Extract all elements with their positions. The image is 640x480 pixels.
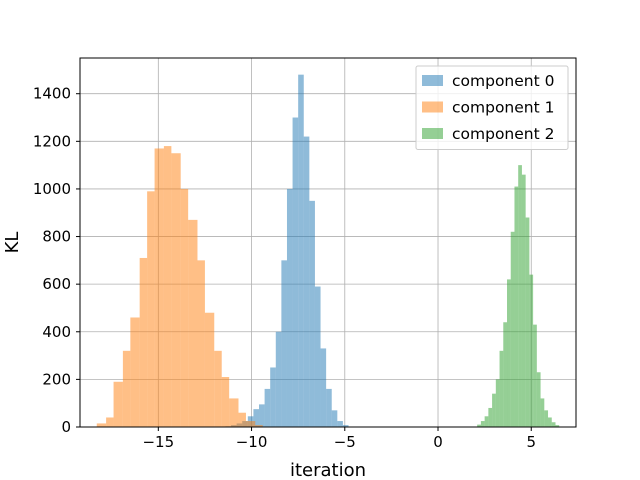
legend-swatch <box>422 128 443 139</box>
histogram-bar <box>484 416 489 427</box>
histogram-bar <box>171 153 181 428</box>
histogram-bar <box>488 407 493 427</box>
x-tick-label: −10 <box>236 433 268 451</box>
histogram-bar <box>286 188 293 427</box>
histogram-bar <box>536 372 541 427</box>
histogram-bar <box>275 331 282 427</box>
y-tick-label: 1000 <box>33 180 71 198</box>
histogram-bar <box>555 425 560 427</box>
histogram-bar <box>309 200 315 427</box>
histogram-bar <box>298 74 304 427</box>
histogram-bar <box>113 381 123 427</box>
histogram-bar <box>214 350 222 427</box>
histogram-bar <box>492 393 496 427</box>
y-tick-label: 1200 <box>33 132 71 150</box>
histogram-bar <box>204 312 215 427</box>
legend-swatch <box>422 101 443 113</box>
histogram-bar <box>503 322 508 427</box>
histogram-bar <box>314 286 321 427</box>
histogram-bar <box>238 412 246 427</box>
histogram-bar <box>540 398 545 427</box>
histogram-bar <box>529 274 534 427</box>
histogram-bar <box>331 410 338 427</box>
y-tick-label: 600 <box>42 275 71 293</box>
histogram-bars <box>96 74 560 428</box>
histogram-bar <box>507 279 511 427</box>
legend-label: component 1 <box>452 99 554 117</box>
histogram-bar <box>245 421 256 427</box>
histogram-bar <box>521 174 526 427</box>
legend-label: component 0 <box>452 72 554 90</box>
histogram-bar <box>337 421 343 427</box>
histogram-bar <box>221 377 230 427</box>
histogram-bar <box>229 398 239 427</box>
histogram-bar <box>259 404 265 427</box>
histogram-bar <box>518 165 522 427</box>
histogram-bar <box>477 424 481 427</box>
histogram-bar <box>122 350 131 427</box>
y-tick-label: 0 <box>61 418 71 436</box>
x-axis-label: iteration <box>290 460 366 480</box>
legend: component 0 component 1 component 2 <box>415 65 569 150</box>
histogram-bar <box>342 425 349 427</box>
histogram-bar <box>495 379 500 427</box>
histogram-bar <box>154 148 164 427</box>
histogram-bar <box>106 417 114 427</box>
legend-swatch <box>422 75 443 86</box>
x-tick-label: −5 <box>334 433 356 451</box>
y-tick-label: 1400 <box>33 85 71 103</box>
histogram-bar <box>514 186 519 427</box>
histogram-bar <box>533 324 537 427</box>
x-tick-label: 0 <box>433 433 443 451</box>
y-tick-label: 400 <box>42 323 71 341</box>
histogram-bar <box>264 388 271 427</box>
histogram-bar <box>303 136 310 427</box>
histogram-bar <box>326 388 332 427</box>
histogram-bar <box>548 417 552 427</box>
histogram-bar <box>188 219 198 427</box>
histogram-bar <box>197 260 205 427</box>
legend-label: component 2 <box>452 125 554 143</box>
histogram-bar <box>480 421 485 427</box>
histogram-bar <box>551 422 556 427</box>
histogram-bar <box>255 425 263 427</box>
histogram-bar <box>292 117 299 428</box>
histogram-bar <box>180 188 189 427</box>
x-tick-label: −15 <box>142 433 174 451</box>
histogram-bar <box>163 146 172 427</box>
histogram-bar <box>544 410 549 427</box>
y-tick-label: 200 <box>42 370 71 388</box>
y-tick-label: 800 <box>42 228 71 246</box>
x-tick-label: 5 <box>526 433 536 451</box>
histogram-bar <box>130 317 140 427</box>
histogram-bar <box>96 423 107 427</box>
plot-frame <box>79 57 577 428</box>
legend-box <box>415 65 569 150</box>
histogram-bar <box>320 348 327 427</box>
histogram-bar <box>253 409 259 427</box>
histogram-bar <box>281 260 287 427</box>
histogram-bar <box>510 231 515 427</box>
histogram-bar <box>147 191 155 427</box>
axis-ticks: −15 −10 −5 0 5 0 200 400 600 800 1000 1200 1400 <box>33 85 536 451</box>
histogram-bar <box>139 257 148 427</box>
histogram-bar <box>499 350 504 427</box>
histogram-bar <box>270 367 276 427</box>
legend-entries: component 0 component 1 component 2 <box>422 72 554 143</box>
histogram-bar <box>525 217 530 427</box>
y-axis-label: KL <box>2 232 23 254</box>
